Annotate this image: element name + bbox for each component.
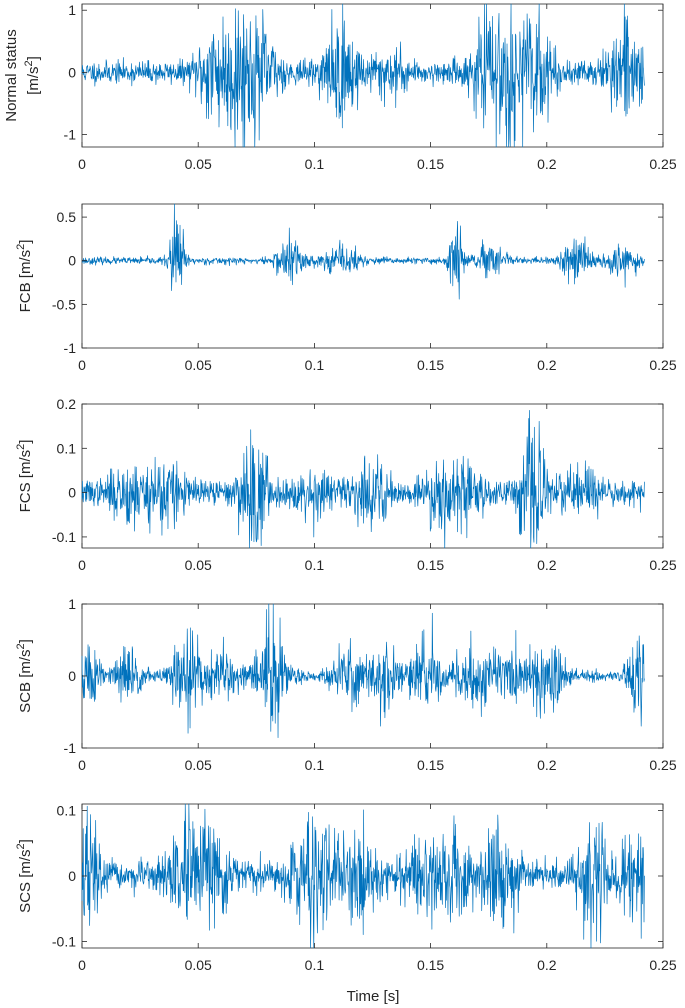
x-tick-label: 0.25 [649,757,676,773]
y-axis-label: SCS [m/s2] [15,839,34,913]
y-axis-label: Normal status [3,29,20,122]
y-tick-label: -1 [64,340,77,356]
axes-box [81,203,664,349]
y-axis-label: FCB [m/s2] [15,240,34,313]
y-tick-label: 0.2 [57,396,77,412]
y-tick-label: -0.5 [52,296,76,312]
panel-2: 0 0.05 0.1 0.15 0.2 0.25 -1 -0.5 0 0.5 FCB [m/s2] [15,203,677,373]
y-tick-label: -1 [64,127,77,143]
signal-series [81,3,645,148]
signal-series [81,603,645,738]
x-tick-label: 0.05 [185,156,212,172]
x-tick-label: 0.15 [417,957,444,973]
x-tick-label: 0 [78,156,86,172]
x-tick-label: 0.2 [537,357,557,373]
y-tick-label: 0 [68,868,76,884]
x-tick-label: 0.05 [185,557,212,573]
signal-series [81,410,645,549]
x-tick-label: 0.1 [305,357,325,373]
x-tick-label: 0 [78,957,86,973]
y-tick-label: -0.1 [52,933,76,949]
x-tick-label: 0.15 [417,757,444,773]
x-tick-label: 0.15 [417,156,444,172]
y-tick-label: 1 [68,596,76,612]
x-tick-label: 0 [78,357,86,373]
x-tick-label: 0.1 [305,557,325,573]
x-tick-label: 0.25 [649,557,676,573]
y-tick-label: -1 [64,740,77,756]
signal-series [81,203,645,300]
y-tick-label: 0.1 [57,440,77,456]
y-tick-label: 0 [68,668,76,684]
y-tick-label: 0 [68,485,76,501]
y-tick-label: 0.1 [57,803,77,819]
x-tick-label: 0 [78,757,86,773]
y-axis-unit: [m/s2] [23,56,42,95]
x-tick-label: 0.2 [537,957,557,973]
y-tick-label: -0.1 [52,529,76,545]
x-tick-label: 0.05 [185,357,212,373]
signal-series [81,803,645,949]
x-tick-label: 0.2 [537,557,557,573]
x-tick-label: 0.25 [649,957,676,973]
x-tick-label: 0.05 [185,757,212,773]
x-tick-label: 0.1 [305,757,325,773]
y-tick-label: 0.5 [57,209,77,225]
x-tick-label: 0.25 [649,156,676,172]
x-tick-label: 0 [78,557,86,573]
y-tick-label: 0 [68,253,76,269]
x-tick-label: 0.15 [417,557,444,573]
x-tick-label: 0.2 [537,156,557,172]
x-axis-label: Time [s] [347,988,400,1005]
x-tick-label: 0.05 [185,957,212,973]
x-tick-label: 0.1 [305,957,325,973]
axes-box [81,403,664,549]
y-tick-label: 1 [68,2,76,18]
y-tick-label: 0 [68,64,76,80]
y-axis-label: SCB [m/s2] [15,639,34,713]
x-tick-label: 0.1 [305,156,325,172]
x-tick-label: 0.25 [649,357,676,373]
x-tick-label: 0.15 [417,357,444,373]
y-axis-label: FCS [m/s2] [15,440,34,513]
x-tick-label: 0.2 [537,757,557,773]
